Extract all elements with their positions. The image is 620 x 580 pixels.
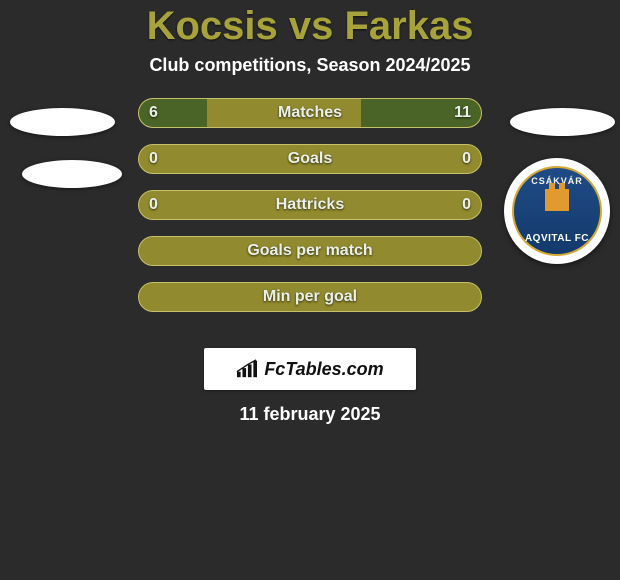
bar-goals-label: Goals	[139, 145, 481, 173]
left-player-ellipse-1	[10, 108, 115, 136]
stat-bars: 6 Matches 11 0 Goals 0 0 Hattricks 0	[138, 98, 482, 328]
fctables-badge[interactable]: FcTables.com	[204, 348, 416, 390]
comparison-card: Kocsis vs Farkas Club competitions, Seas…	[0, 0, 620, 580]
bar-hattricks-left-val: 0	[149, 191, 158, 219]
bar-hattricks-right-val: 0	[462, 191, 471, 219]
bar-hattricks: 0 Hattricks 0	[138, 190, 482, 220]
club-badge-inner: CSÁKVÁR AQVITAL FC	[512, 166, 602, 256]
bar-hattricks-label: Hattricks	[139, 191, 481, 219]
page-title: Kocsis vs Farkas	[0, 0, 620, 49]
left-player-ellipse-2	[22, 160, 122, 188]
bar-matches-left-val: 6	[149, 99, 158, 127]
bar-gpm-label: Goals per match	[139, 237, 481, 265]
bar-goals-per-match: Goals per match	[138, 236, 482, 266]
bar-goals-right-val: 0	[462, 145, 471, 173]
bar-chart-icon	[236, 359, 258, 379]
club-badge: CSÁKVÁR AQVITAL FC	[504, 158, 610, 264]
bar-min-per-goal: Min per goal	[138, 282, 482, 312]
bar-matches-label: Matches	[139, 99, 481, 127]
right-player-ellipse	[510, 108, 615, 136]
club-bottom-text: AQVITAL FC	[514, 233, 600, 244]
bar-matches: 6 Matches 11	[138, 98, 482, 128]
club-top-text: CSÁKVÁR	[514, 176, 600, 186]
bar-matches-right-val: 11	[454, 99, 471, 127]
bar-mpg-label: Min per goal	[139, 283, 481, 311]
fctables-text: FcTables.com	[264, 359, 383, 380]
bar-goals-left-val: 0	[149, 145, 158, 173]
page-subtitle: Club competitions, Season 2024/2025	[0, 55, 620, 76]
date-line: 11 february 2025	[0, 404, 620, 425]
fctables-logo: FcTables.com	[236, 359, 383, 380]
castle-icon	[545, 189, 569, 211]
bar-goals: 0 Goals 0	[138, 144, 482, 174]
